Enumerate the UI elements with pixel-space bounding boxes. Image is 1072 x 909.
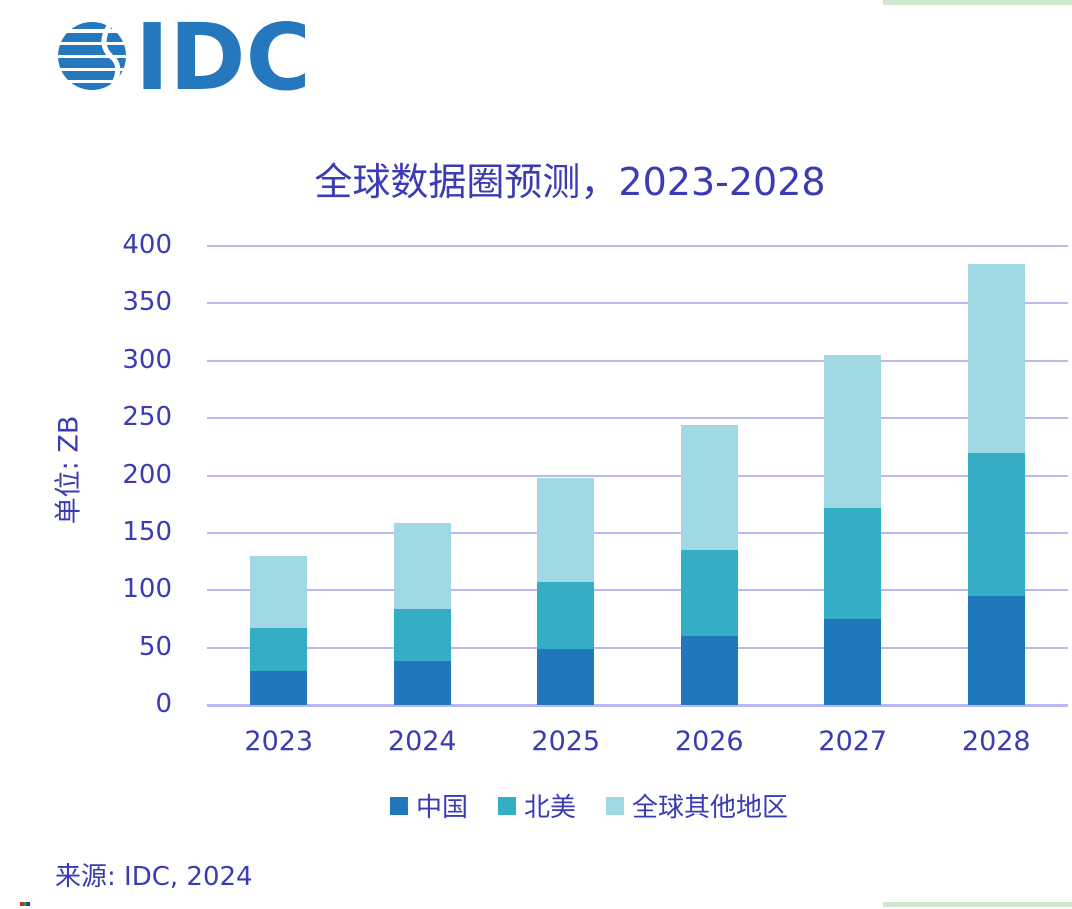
bar-segment-2028 [967, 595, 1025, 705]
legend-item: 北美 [497, 787, 577, 824]
accent-bar-top-right [883, 0, 1072, 5]
gridline [207, 589, 1068, 592]
bar-segment-2028 [967, 264, 1025, 453]
x-axis-label: 2026 [674, 726, 744, 757]
bar-segment-2028 [967, 452, 1025, 596]
gridline [207, 474, 1068, 477]
legend-item: 全球其他地区 [606, 787, 788, 824]
bar-segment-2024 [393, 661, 451, 705]
bar-segment-2025 [537, 648, 595, 705]
bar-segment-2023 [250, 670, 308, 705]
gridline [207, 531, 1068, 534]
bar-segment-2023 [250, 555, 308, 629]
x-axis-label: 2024 [387, 726, 457, 757]
gridline [207, 359, 1068, 362]
bar-segment-2025 [537, 477, 595, 583]
brand-text: IDC [135, 18, 305, 108]
y-tick-label: 100 [122, 574, 172, 605]
y-tick-label: 0 [155, 689, 172, 719]
pixel-artifact [20, 902, 30, 906]
bar-segment-2027 [824, 507, 882, 619]
y-tick-label: 50 [138, 631, 172, 662]
bar-segment-2024 [393, 522, 451, 609]
legend-swatch [606, 796, 625, 815]
legend-label: 全球其他地区 [632, 793, 789, 823]
y-tick-label: 400 [122, 230, 172, 260]
accent-bar-bottom-right [883, 902, 1072, 907]
gridline [207, 302, 1068, 305]
x-axis-label: 2025 [531, 726, 601, 757]
bar-segment-2023 [250, 628, 308, 671]
globe-icon [58, 22, 126, 90]
bar-segment-2027 [824, 355, 882, 508]
bar-segment-2026 [680, 425, 738, 551]
source-note: 来源: IDC, 2024 [55, 862, 253, 892]
x-axis-label: 2028 [961, 726, 1031, 757]
bar-segment-2025 [537, 582, 595, 649]
y-tick-label: 250 [122, 402, 172, 433]
bar-segment-2027 [824, 618, 882, 705]
legend-swatch [497, 796, 516, 815]
gridline [207, 245, 1068, 247]
idc-logo: IDC [58, 18, 305, 108]
legend-item: 中国 [389, 787, 468, 824]
x-axis-label: 2027 [818, 726, 888, 757]
legend-swatch [389, 796, 408, 815]
x-axis-label: 2023 [244, 726, 314, 757]
gridline [207, 704, 1068, 707]
chart-title: 全球数据圈预测，2023-2028 [314, 160, 826, 204]
bar-segment-2026 [680, 550, 738, 637]
y-tick-label: 200 [122, 459, 172, 490]
gridline [207, 646, 1068, 649]
gridline [207, 417, 1068, 420]
y-tick-label: 350 [122, 287, 172, 318]
legend: 中国 北美 全球其他地区 [389, 787, 788, 824]
legend-label: 北美 [523, 793, 577, 823]
legend-label: 中国 [415, 793, 468, 823]
y-tick-label: 300 [122, 344, 172, 375]
bar-segment-2026 [680, 636, 738, 705]
y-tick-label: 150 [122, 516, 172, 547]
bar-segment-2024 [393, 608, 451, 662]
